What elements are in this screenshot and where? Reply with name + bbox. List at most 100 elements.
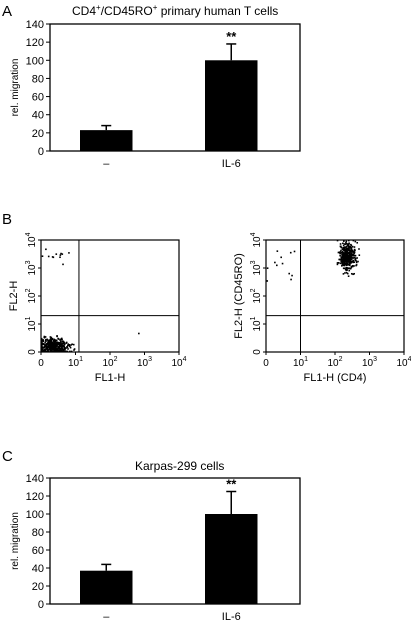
data-point (343, 253, 346, 255)
data-point (73, 348, 76, 350)
data-point (70, 344, 72, 346)
data-point (351, 253, 354, 256)
data-point (72, 343, 75, 346)
data-point (60, 345, 62, 348)
data-point (349, 247, 352, 249)
data-point (62, 349, 65, 352)
data-point (53, 350, 56, 353)
data-point (345, 247, 348, 249)
y-tick-label: 20 (32, 128, 44, 140)
data-point (341, 265, 343, 267)
data-point (45, 338, 47, 341)
data-point (61, 340, 64, 343)
data-point (344, 246, 346, 249)
data-point (344, 251, 347, 253)
data-point (62, 343, 64, 345)
data-point (347, 245, 349, 247)
data-point (73, 349, 75, 351)
data-point (40, 350, 43, 353)
data-point (63, 343, 66, 346)
data-point (49, 336, 52, 338)
data-point (339, 262, 342, 265)
data-point (352, 257, 354, 259)
data-point (342, 255, 345, 258)
x-tick-label: 0 (38, 358, 44, 369)
data-point (46, 348, 49, 350)
data-point (341, 254, 344, 256)
data-point (348, 264, 351, 267)
data-point (340, 260, 342, 262)
panel-letter-a: A (2, 3, 12, 20)
data-point (344, 268, 347, 271)
data-point (353, 251, 356, 253)
data-point (56, 343, 59, 345)
data-point (355, 264, 358, 266)
y-tick-label: 0 (27, 349, 38, 355)
data-point (49, 347, 51, 350)
data-point (52, 346, 55, 348)
data-point (52, 342, 55, 345)
data-point (336, 262, 339, 264)
data-point (64, 350, 67, 353)
data-point (345, 268, 348, 271)
data-point (347, 243, 349, 246)
data-point (71, 343, 73, 346)
data-point (60, 337, 63, 340)
data-point (353, 265, 355, 267)
data-point (346, 258, 348, 261)
data-point (60, 340, 62, 342)
bar-chart-a: 0 20 40 60 80 100 120 140 rel. migration – IL-6 ** (10, 19, 301, 170)
data-point (51, 346, 54, 349)
data-point (63, 346, 66, 349)
data-point (57, 347, 60, 350)
data-point (50, 341, 53, 343)
data-point (52, 350, 55, 352)
data-point (350, 244, 353, 247)
data-point (62, 348, 65, 351)
data-point (339, 251, 342, 253)
data-point (53, 347, 56, 349)
data-point (349, 267, 352, 270)
data-point (346, 248, 349, 251)
y-axis-label: rel. migration (10, 512, 21, 570)
data-point (51, 346, 53, 348)
data-point (57, 341, 59, 344)
data-point (41, 255, 44, 258)
plot-frame (40, 239, 180, 353)
data-point (349, 257, 351, 260)
x-category-label: – (103, 611, 110, 622)
x-tick-label: 101 (68, 356, 83, 369)
data-point (56, 349, 59, 352)
data-point (350, 249, 352, 252)
data-point (59, 345, 62, 347)
data-point (345, 242, 348, 245)
data-point (43, 346, 46, 349)
y-tick-label: 40 (32, 563, 44, 575)
data-point (352, 259, 355, 262)
data-point (62, 350, 64, 353)
bar (205, 514, 258, 604)
bar (80, 130, 133, 151)
data-point (344, 254, 347, 257)
data-point (345, 257, 348, 260)
y-tick-label: 104 (250, 232, 263, 247)
x-category-label: IL-6 (222, 611, 241, 622)
data-point (338, 258, 341, 261)
data-point (59, 256, 61, 259)
panel-letter-b: B (2, 211, 12, 228)
data-point (353, 250, 355, 252)
y-tick-label: 100 (26, 55, 44, 67)
y-tick-label: 80 (32, 73, 44, 85)
data-point (345, 262, 348, 265)
data-point (276, 250, 279, 252)
data-point (342, 264, 345, 267)
data-point (350, 248, 353, 250)
data-point (45, 350, 48, 353)
data-point (345, 267, 347, 269)
data-point (66, 350, 69, 353)
data-point (40, 340, 43, 342)
data-point (60, 252, 62, 255)
data-point (345, 251, 348, 254)
data-point (50, 338, 53, 341)
